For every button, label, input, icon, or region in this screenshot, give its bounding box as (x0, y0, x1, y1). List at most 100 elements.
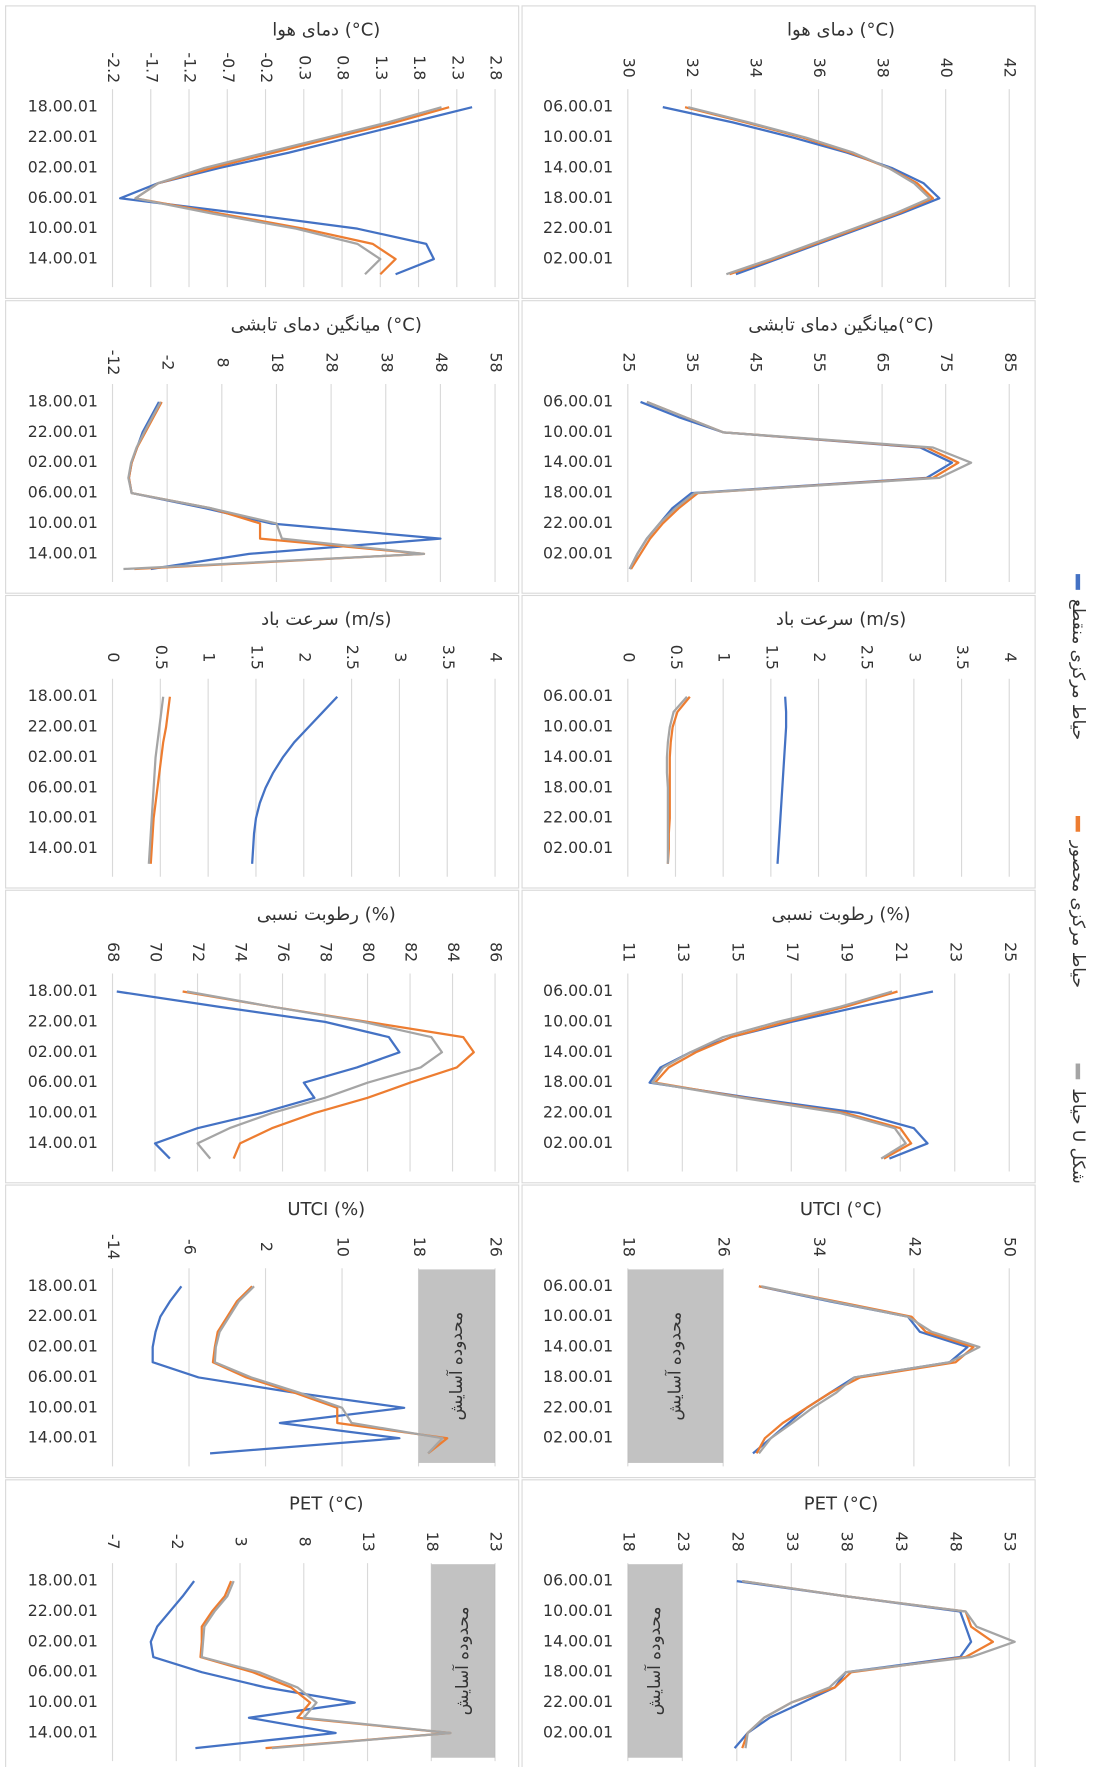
y-tick-label: 14.00.01 (543, 157, 613, 176)
y-tick-label: 14.00.01 (543, 1631, 613, 1650)
series-line (116, 990, 401, 1160)
x-tick-label: 25 (619, 353, 638, 373)
x-tick-label: 3.5 (439, 645, 458, 670)
y-tick-label: 18.00.01 (28, 97, 98, 116)
panel (5, 5, 520, 299)
x-tick-label: 42 (1001, 58, 1020, 78)
chart-title: UTCI (°C) (800, 1199, 882, 1220)
x-tick-label: 55 (810, 353, 829, 373)
x-tick-label: -2 (159, 355, 178, 371)
y-tick-label: 02.00.01 (28, 747, 98, 766)
x-tick-label: 38 (837, 1532, 856, 1552)
x-tick-label: 13 (674, 942, 693, 962)
comfort-zone-label: محدوده آسایش (663, 1312, 684, 1421)
x-tick-label: 1.8 (410, 55, 429, 80)
panel (521, 1184, 1036, 1479)
y-tick-label: 18.00.01 (28, 1571, 98, 1590)
y-tick-label: 10.00.01 (28, 1397, 98, 1416)
x-tick-label: 1.5 (247, 645, 266, 670)
y-tick-label: 22.00.01 (543, 1103, 613, 1122)
x-tick-label: 13 (359, 1532, 378, 1552)
y-tick-label: 14.00.01 (28, 543, 98, 562)
comfort-zone (431, 1564, 496, 1758)
y-tick-label: 02.00.01 (543, 1133, 613, 1152)
y-tick-label: 06.00.01 (28, 1367, 98, 1386)
y-tick-label: 10.00.01 (543, 717, 613, 736)
y-tick-label: 06.00.01 (543, 1571, 613, 1590)
series-line (742, 1579, 1016, 1749)
x-tick-label: 78 (317, 942, 336, 962)
y-tick-label: 10.00.01 (543, 422, 613, 441)
legend-label: حیاط مرکزی محصور (1069, 840, 1089, 988)
chart-title: رطوبت نسبی (%) (257, 904, 396, 925)
x-tick-label: 4 (1001, 652, 1020, 662)
y-tick-label: 06.00.01 (543, 1276, 613, 1295)
y-tick-label: 02.00.01 (543, 1428, 613, 1447)
y-tick-label: 02.00.01 (543, 249, 613, 268)
series-line (119, 106, 473, 276)
x-tick-label: 53 (1001, 1532, 1020, 1552)
y-tick-label: 22.00.01 (28, 717, 98, 736)
y-tick-label: 02.00.01 (28, 1042, 98, 1061)
x-tick-label: 1.5 (762, 645, 781, 670)
y-tick-label: 18.00.01 (28, 391, 98, 410)
y-tick-label: 18.00.01 (543, 1367, 613, 1386)
x-tick-label: 58 (487, 353, 506, 373)
x-tick-label: 2 (810, 652, 829, 662)
comfort-zone (627, 1564, 683, 1758)
x-tick-label: 65 (874, 353, 893, 373)
y-tick-label: 02.00.01 (543, 543, 613, 562)
chart-title: سرعت باد (m/s) (776, 609, 906, 630)
y-tick-label: 06.00.01 (28, 483, 98, 502)
x-tick-label: 84 (444, 942, 463, 962)
series-line (151, 1285, 406, 1455)
panel (521, 1479, 1036, 1767)
y-tick-label: 22.00.01 (543, 218, 613, 237)
x-tick-label: 18 (619, 1237, 638, 1257)
x-tick-label: 34 (810, 1237, 829, 1257)
y-tick-label: 18.00.01 (28, 686, 98, 705)
x-tick-label: 17 (783, 942, 802, 962)
chart-title: رطوبت نسبی (%) (771, 904, 910, 925)
x-tick-label: 23 (674, 1532, 693, 1552)
y-tick-label: 02.00.01 (543, 1722, 613, 1741)
y-tick-label: 18.00.01 (543, 1072, 613, 1091)
x-tick-label: 8 (213, 358, 232, 368)
y-tick-label: 14.00.01 (543, 1337, 613, 1356)
x-tick-label: 82 (402, 942, 421, 962)
x-tick-label: -7 (104, 1534, 123, 1550)
x-tick-label: 80 (359, 942, 378, 962)
x-tick-label: 2 (295, 652, 314, 662)
x-tick-label: 21 (892, 942, 911, 962)
y-tick-label: 06.00.01 (543, 97, 613, 116)
x-tick-label: 32 (683, 58, 702, 78)
y-tick-label: 10.00.01 (543, 127, 613, 146)
series-line (149, 1580, 356, 1750)
x-tick-label: 48 (946, 1532, 965, 1552)
y-tick-label: 10.00.01 (28, 1692, 98, 1711)
y-tick-label: 02.00.01 (28, 452, 98, 471)
y-tick-label: 22.00.01 (28, 1306, 98, 1325)
x-tick-label: 40 (937, 58, 956, 78)
y-tick-label: 02.00.01 (28, 1337, 98, 1356)
x-tick-label: -14 (104, 1234, 123, 1260)
legend-marker (1075, 574, 1081, 590)
x-tick-label: 2.3 (448, 55, 467, 80)
x-tick-label: -6 (181, 1239, 200, 1255)
series-line (776, 696, 788, 864)
x-tick-label: 0 (104, 652, 123, 662)
panel (521, 300, 1036, 594)
chart-title: میانگین دمای تابشی(°C) (748, 313, 934, 335)
series-line (123, 401, 426, 571)
series-line (200, 1580, 452, 1750)
x-tick-label: 4 (487, 652, 506, 662)
x-tick-label: 72 (189, 942, 208, 962)
x-tick-label: 0.3 (295, 55, 314, 80)
x-tick-label: 18 (619, 1532, 638, 1552)
chart-title: دمای هوا (°C) (272, 20, 380, 41)
x-tick-label: 38 (874, 58, 893, 78)
comfort-zone (627, 1269, 724, 1463)
y-tick-label: 14.00.01 (28, 838, 98, 857)
x-tick-label: 3 (391, 652, 410, 662)
